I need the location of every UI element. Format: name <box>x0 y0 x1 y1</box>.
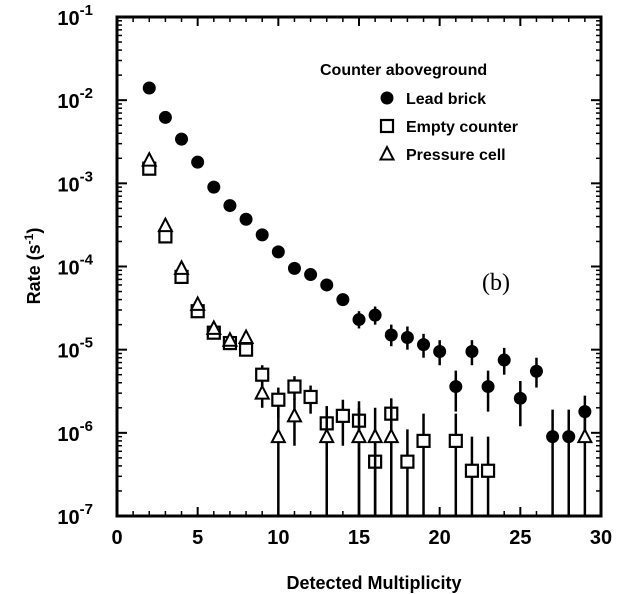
empty-counter-point <box>464 463 480 478</box>
legend-pressure-cell-marker <box>378 144 396 161</box>
empty-counter-point <box>448 433 463 448</box>
pressure-cell-point <box>221 331 239 347</box>
empty-counter-point <box>400 454 415 469</box>
lead-brick-point <box>481 380 495 394</box>
pressure-cell-point <box>286 406 303 423</box>
panel-label: (b) <box>482 270 510 296</box>
empty-counter-point <box>416 433 431 448</box>
x-tick-label: 30 <box>590 527 612 549</box>
x-tick-label: 10 <box>267 527 289 549</box>
y-tick-label: 10-1 <box>57 2 93 30</box>
pressure-cell-point <box>254 383 271 400</box>
y-tick-label: 10-3 <box>57 168 93 196</box>
pressure-cell-point <box>350 427 368 444</box>
empty-counter-point <box>271 392 286 407</box>
y-tick-label: 10-5 <box>57 335 93 363</box>
lead-brick-point <box>368 308 382 322</box>
lead-brick-point <box>529 364 543 378</box>
pressure-cell-point <box>318 427 335 444</box>
empty-counter-point <box>303 389 318 405</box>
empty-counter-point <box>255 367 270 382</box>
y-tick-label: 10-7 <box>57 501 93 529</box>
pressure-cell-point <box>205 319 222 335</box>
x-axis-label: Detected Multiplicity <box>286 573 461 593</box>
lead-brick-point <box>223 199 237 213</box>
x-tick-label: 15 <box>348 527 370 549</box>
pressure-cell-point <box>157 216 174 233</box>
legend-empty-counter-marker <box>379 118 395 134</box>
legend: Counter aboveground Lead brick Empty count… <box>320 62 518 164</box>
lead-brick-point <box>142 81 156 95</box>
x-tick-label: 25 <box>509 527 531 549</box>
legend-empty-counter-label: Empty counter <box>406 119 518 136</box>
lead-brick-point <box>465 345 479 359</box>
pressure-cell-point <box>237 328 255 345</box>
legend-pressure-cell-label: Pressure cell <box>406 147 506 164</box>
pressure-cell-point <box>383 427 400 444</box>
lead-brick-point <box>271 245 285 259</box>
pressure-cell-point <box>270 427 287 444</box>
lead-brick-point <box>207 180 221 194</box>
lead-brick-point <box>513 391 527 405</box>
lead-brick-series <box>142 81 592 516</box>
data-marks <box>141 81 594 516</box>
x-tick-label: 20 <box>429 527 451 549</box>
lead-brick-point <box>352 313 366 327</box>
empty-counter-point <box>335 408 350 423</box>
lead-brick-point <box>304 268 318 282</box>
y-axis-label: Rate (s-1) <box>22 228 44 305</box>
legend-title: Counter aboveground <box>320 62 487 79</box>
y-tick-label: 10-6 <box>57 418 93 446</box>
lead-brick-point <box>287 261 301 275</box>
lead-brick-point <box>449 380 463 394</box>
lead-brick-point <box>433 345 447 359</box>
pressure-cell-point <box>366 427 384 444</box>
empty-counter-point <box>287 379 302 394</box>
empty-counter-point <box>238 342 254 357</box>
lead-brick-point <box>158 110 172 124</box>
lead-brick-point <box>384 328 398 342</box>
y-tick-label: 10-4 <box>57 252 93 280</box>
lead-brick-point <box>175 132 189 146</box>
lead-brick-point <box>255 228 269 242</box>
lead-brick-point <box>497 353 511 367</box>
lead-brick-point <box>546 430 560 444</box>
lead-brick-point <box>562 430 576 444</box>
axis-ticks: 0 5 10 15 20 25 30 10-7 10-6 10-5 10-4 10-3 10-2 10-1 <box>57 2 612 549</box>
lead-brick-point <box>400 331 414 345</box>
lead-brick-point <box>417 338 431 352</box>
lead-brick-point <box>239 212 253 226</box>
empty-counter-series <box>142 161 496 516</box>
legend-lead-brick-label: Lead brick <box>406 91 486 108</box>
pressure-cell-point <box>576 427 594 444</box>
pressure-cell-point <box>189 295 206 311</box>
y-tick-label: 10-2 <box>57 85 93 113</box>
pressure-cell-point <box>173 259 190 275</box>
legend-lead-brick-marker <box>380 91 394 105</box>
empty-counter-point <box>480 463 496 478</box>
pressure-cell-point <box>141 150 158 167</box>
lead-brick-point <box>191 155 205 169</box>
empty-counter-point <box>158 229 173 244</box>
x-tick-label: 5 <box>192 527 203 549</box>
lead-brick-point <box>336 293 350 307</box>
lead-brick-point <box>320 278 334 292</box>
x-tick-label: 0 <box>111 527 122 549</box>
pressure-cell-series <box>141 150 594 516</box>
